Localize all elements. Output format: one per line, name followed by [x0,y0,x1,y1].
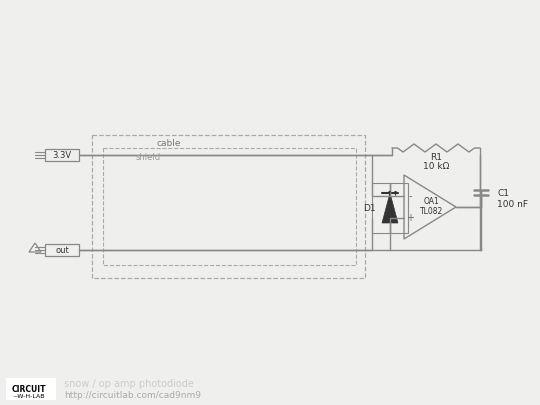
Bar [103,148,356,265]
Text: C1: C1 [497,188,509,198]
Bar [92,135,365,278]
Bar [45,244,79,256]
Text: http://circuitlab.com/cad9nm9: http://circuitlab.com/cad9nm9 [64,390,201,399]
Polygon shape [382,193,398,223]
Text: cable: cable [156,139,181,147]
Bar [6,378,56,400]
Text: OA1: OA1 [424,196,440,205]
Text: R1: R1 [430,153,442,162]
Text: out: out [55,245,69,254]
Text: shield: shield [136,153,160,162]
Text: +: + [406,213,414,223]
Text: CIRCUIT: CIRCUIT [12,384,46,394]
Text: 100 nF: 100 nF [497,200,528,209]
Text: 3.3V: 3.3V [52,151,72,160]
Bar [372,183,408,233]
Text: snow / op amp photodiode: snow / op amp photodiode [64,379,194,389]
Text: TL082: TL082 [420,207,444,215]
Text: ~W-H-LAB: ~W-H-LAB [12,394,44,399]
Text: 10 kΩ: 10 kΩ [423,162,449,171]
Text: -: - [408,191,412,201]
Bar [45,149,79,161]
Text: D1: D1 [363,203,376,213]
